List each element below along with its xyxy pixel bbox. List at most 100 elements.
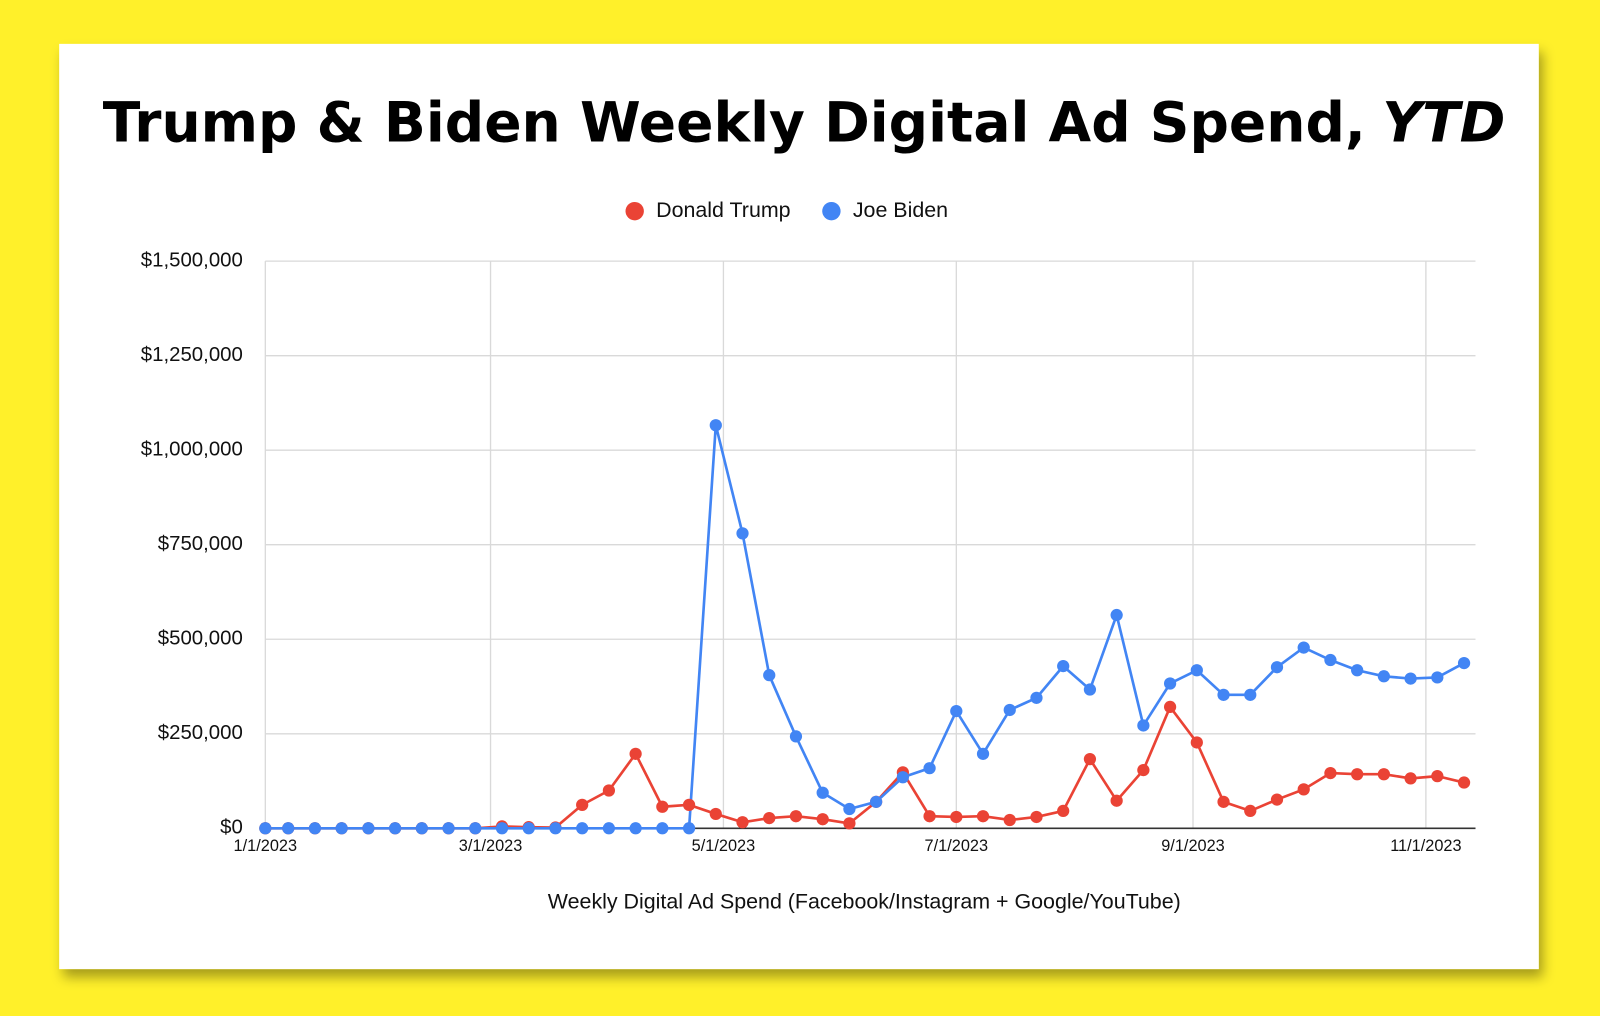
- data-point: [1377, 670, 1391, 683]
- data-point: [362, 822, 375, 835]
- data-point: [1163, 700, 1177, 714]
- data-point: [1003, 813, 1016, 827]
- data-point: [629, 822, 642, 835]
- y-tick-label: $1,000,000: [141, 439, 243, 461]
- data-point: [709, 807, 722, 821]
- data-point: [415, 822, 428, 835]
- data-point: [923, 762, 936, 775]
- title-italic: YTD: [1382, 91, 1505, 155]
- data-point: [1297, 641, 1310, 654]
- y-tick-label: $250,000: [158, 722, 243, 744]
- data-point: [1163, 677, 1177, 690]
- data-point: [1137, 763, 1150, 777]
- legend-marker: [822, 201, 841, 221]
- data-point: [789, 810, 803, 823]
- data-point: [1057, 804, 1070, 818]
- y-tick-label: $1,500,000: [141, 250, 243, 272]
- data-point: [576, 822, 589, 835]
- data-point: [1351, 768, 1364, 781]
- data-point: [1244, 688, 1257, 701]
- data-point: [1083, 683, 1097, 696]
- data-point: [1083, 752, 1097, 766]
- data-point: [923, 810, 936, 823]
- chart-title: Trump & Biden Weekly Digital Ad Spend, YT…: [103, 91, 1506, 155]
- data-point: [763, 811, 776, 825]
- data-point: [843, 817, 856, 830]
- data-point: [335, 822, 348, 835]
- data-point: [1110, 608, 1123, 622]
- data-point: [1270, 661, 1284, 674]
- data-point: [656, 822, 669, 835]
- data-point: [656, 800, 669, 813]
- card: [59, 43, 1539, 970]
- data-point: [950, 704, 963, 718]
- data-point: [950, 810, 963, 824]
- y-tick-label: $1,250,000: [141, 344, 243, 366]
- data-point: [308, 822, 322, 835]
- x-tick-label: 5/1/2023: [692, 837, 756, 855]
- data-point: [843, 802, 856, 816]
- data-point: [1190, 664, 1203, 677]
- x-tick-label: 9/1/2023: [1161, 837, 1225, 855]
- data-point: [1377, 768, 1391, 781]
- data-point: [976, 747, 990, 760]
- data-point: [1030, 810, 1043, 824]
- data-point: [495, 822, 509, 835]
- data-point: [282, 822, 295, 835]
- x-axis-label: Weekly Digital Ad Spend (Facebook/Instag…: [548, 889, 1181, 913]
- data-point: [763, 669, 776, 682]
- data-point: [629, 747, 642, 760]
- data-point: [682, 822, 696, 835]
- data-point: [469, 822, 482, 835]
- data-point: [1431, 770, 1444, 783]
- data-point: [1351, 664, 1364, 677]
- data-point: [1324, 653, 1337, 667]
- data-point: [709, 419, 722, 432]
- data-point: [736, 527, 749, 540]
- data-point: [1137, 719, 1150, 732]
- data-point: [259, 822, 272, 835]
- data-point: [1457, 776, 1471, 789]
- data-point: [442, 822, 455, 835]
- data-point: [1431, 671, 1444, 684]
- legend-label: Joe Biden: [853, 198, 948, 222]
- data-point: [1217, 688, 1230, 701]
- data-point: [736, 816, 749, 829]
- data-point: [1324, 766, 1337, 780]
- data-point: [976, 810, 990, 823]
- data-point: [1003, 703, 1016, 717]
- data-point: [549, 822, 562, 835]
- legend-marker: [625, 201, 644, 221]
- data-point: [1297, 783, 1310, 796]
- data-point: [1404, 772, 1417, 785]
- title-main: Trump & Biden Weekly Digital Ad Spend,: [103, 91, 1366, 155]
- data-point: [522, 822, 535, 835]
- y-tick-label: $750,000: [158, 533, 243, 555]
- y-tick-label: $500,000: [158, 628, 243, 650]
- data-point: [1057, 659, 1070, 673]
- data-point: [602, 822, 616, 835]
- data-point: [1110, 794, 1123, 807]
- data-point: [682, 798, 696, 811]
- data-point: [1457, 656, 1471, 670]
- y-tick-label: $0: [220, 817, 243, 839]
- data-point: [1190, 736, 1203, 749]
- series-line: [265, 423, 1465, 830]
- data-point: [388, 822, 402, 835]
- legend-label: Donald Trump: [656, 198, 790, 222]
- data-point: [1217, 795, 1230, 808]
- data-point: [1404, 672, 1417, 685]
- x-tick-label: 7/1/2023: [925, 837, 989, 855]
- data-point: [789, 730, 803, 743]
- x-tick-label: 3/1/2023: [459, 837, 523, 855]
- data-point: [896, 771, 909, 784]
- data-point: [1244, 804, 1257, 818]
- data-point: [870, 795, 883, 808]
- x-tick-label: 1/1/2023: [234, 837, 298, 855]
- data-point: [602, 784, 616, 797]
- x-tick-label: 11/1/2023: [1390, 837, 1461, 855]
- data-point: [816, 813, 829, 826]
- data-point: [1270, 793, 1284, 806]
